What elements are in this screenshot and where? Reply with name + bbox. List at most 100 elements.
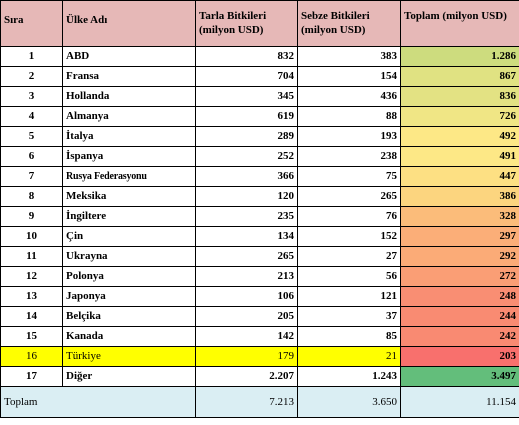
rank-cell: 5 (0, 126, 63, 147)
vegetables-cell: 27 (297, 246, 401, 267)
country-cell: Japonya (62, 286, 196, 307)
field-crops-cell: 366 (195, 166, 298, 187)
country-cell: Rusya Federasyonu (62, 166, 196, 187)
rank-cell: 1 (0, 46, 63, 67)
header-row: Sıra Ülke Adı Tarla Bitkileri (milyon US… (0, 0, 519, 47)
table-row: 7 Rusya Federasyonu 366 75 447 (0, 166, 519, 187)
country-cell: Belçika (62, 306, 196, 327)
total-cell: 836 (400, 86, 519, 107)
field-crops-cell: 142 (195, 326, 298, 347)
total-cell: 272 (400, 266, 519, 287)
country-cell: Ukrayna (62, 246, 196, 267)
table-row: 13 Japonya 106 121 248 (0, 286, 519, 307)
field-crops-cell: 619 (195, 106, 298, 127)
rank-cell: 17 (0, 366, 63, 387)
vegetables-cell: 152 (297, 226, 401, 247)
country-cell: Fransa (62, 66, 196, 87)
total-cell: 248 (400, 286, 519, 307)
total-cell: 244 (400, 306, 519, 327)
table-row: 10 Çin 134 152 297 (0, 226, 519, 247)
table-row: 8 Meksika 120 265 386 (0, 186, 519, 207)
country-cell: Polonya (62, 266, 196, 287)
header-total: Toplam (milyon USD) (400, 0, 519, 47)
vegetables-cell: 37 (297, 306, 401, 327)
field-crops-cell: 704 (195, 66, 298, 87)
rank-cell: 9 (0, 206, 63, 227)
total-overall: 11.154 (400, 386, 519, 418)
total-label: Toplam (0, 386, 196, 418)
vegetables-cell: 21 (297, 346, 401, 367)
field-crops-cell: 120 (195, 186, 298, 207)
country-cell: Diğer (62, 366, 196, 387)
country-cell: Çin (62, 226, 196, 247)
rank-cell: 11 (0, 246, 63, 267)
rank-cell: 6 (0, 146, 63, 167)
table-row: 3 Hollanda 345 436 836 (0, 86, 519, 107)
vegetables-cell: 75 (297, 166, 401, 187)
vegetables-cell: 238 (297, 146, 401, 167)
field-crops-cell: 2.207 (195, 366, 298, 387)
table-row: 9 İngiltere 235 76 328 (0, 206, 519, 227)
rank-cell: 3 (0, 86, 63, 107)
country-cell: İtalya (62, 126, 196, 147)
rank-cell: 15 (0, 326, 63, 347)
vegetables-cell: 1.243 (297, 366, 401, 387)
country-cell: Meksika (62, 186, 196, 207)
rank-cell: 10 (0, 226, 63, 247)
country-cell: İngiltere (62, 206, 196, 227)
rank-cell: 16 (0, 346, 63, 367)
field-crops-cell: 106 (195, 286, 298, 307)
table-row: 2 Fransa 704 154 867 (0, 66, 519, 87)
total-vegetables: 3.650 (297, 386, 401, 418)
total-cell: 447 (400, 166, 519, 187)
table-row: 6 İspanya 252 238 491 (0, 146, 519, 167)
rank-cell: 4 (0, 106, 63, 127)
total-cell: 726 (400, 106, 519, 127)
country-cell: ABD (62, 46, 196, 67)
rank-cell: 8 (0, 186, 63, 207)
header-country: Ülke Adı (62, 0, 196, 47)
field-crops-cell: 179 (195, 346, 298, 367)
total-cell: 292 (400, 246, 519, 267)
country-cell: Hollanda (62, 86, 196, 107)
vegetables-cell: 56 (297, 266, 401, 287)
vegetables-cell: 436 (297, 86, 401, 107)
vegetables-cell: 121 (297, 286, 401, 307)
vegetables-cell: 85 (297, 326, 401, 347)
vegetables-cell: 265 (297, 186, 401, 207)
total-cell: 3.497 (400, 366, 519, 387)
field-crops-cell: 205 (195, 306, 298, 327)
field-crops-cell: 289 (195, 126, 298, 147)
table-row: 15 Kanada 142 85 242 (0, 326, 519, 347)
table-row: 4 Almanya 619 88 726 (0, 106, 519, 127)
total-cell: 1.286 (400, 46, 519, 67)
rank-cell: 13 (0, 286, 63, 307)
field-crops-cell: 252 (195, 146, 298, 167)
total-cell: 203 (400, 346, 519, 367)
total-cell: 386 (400, 186, 519, 207)
total-cell: 867 (400, 66, 519, 87)
table-row: 5 İtalya 289 193 492 (0, 126, 519, 147)
field-crops-cell: 832 (195, 46, 298, 67)
rank-cell: 2 (0, 66, 63, 87)
total-cell: 492 (400, 126, 519, 147)
field-crops-cell: 265 (195, 246, 298, 267)
total-cell: 242 (400, 326, 519, 347)
table-row: 17 Diğer 2.207 1.243 3.497 (0, 366, 519, 387)
header-vegetables: Sebze Bitkileri (milyon USD) (297, 0, 401, 47)
vegetables-cell: 88 (297, 106, 401, 127)
table-body: 1 ABD 832 383 1.286 2 Fransa 704 154 867 3 Hollanda… (0, 46, 519, 387)
total-cell: 297 (400, 226, 519, 247)
table-row: 12 Polonya 213 56 272 (0, 266, 519, 287)
total-cell: 491 (400, 146, 519, 167)
country-cell: Almanya (62, 106, 196, 127)
field-crops-cell: 235 (195, 206, 298, 227)
total-field-crops: 7.213 (195, 386, 298, 418)
table-row: 1 ABD 832 383 1.286 (0, 46, 519, 67)
table-row: 16 Türkiye 179 21 203 (0, 346, 519, 367)
country-cell: Türkiye (62, 346, 196, 367)
table-row: 14 Belçika 205 37 244 (0, 306, 519, 327)
total-cell: 328 (400, 206, 519, 227)
field-crops-cell: 134 (195, 226, 298, 247)
vegetables-cell: 76 (297, 206, 401, 227)
